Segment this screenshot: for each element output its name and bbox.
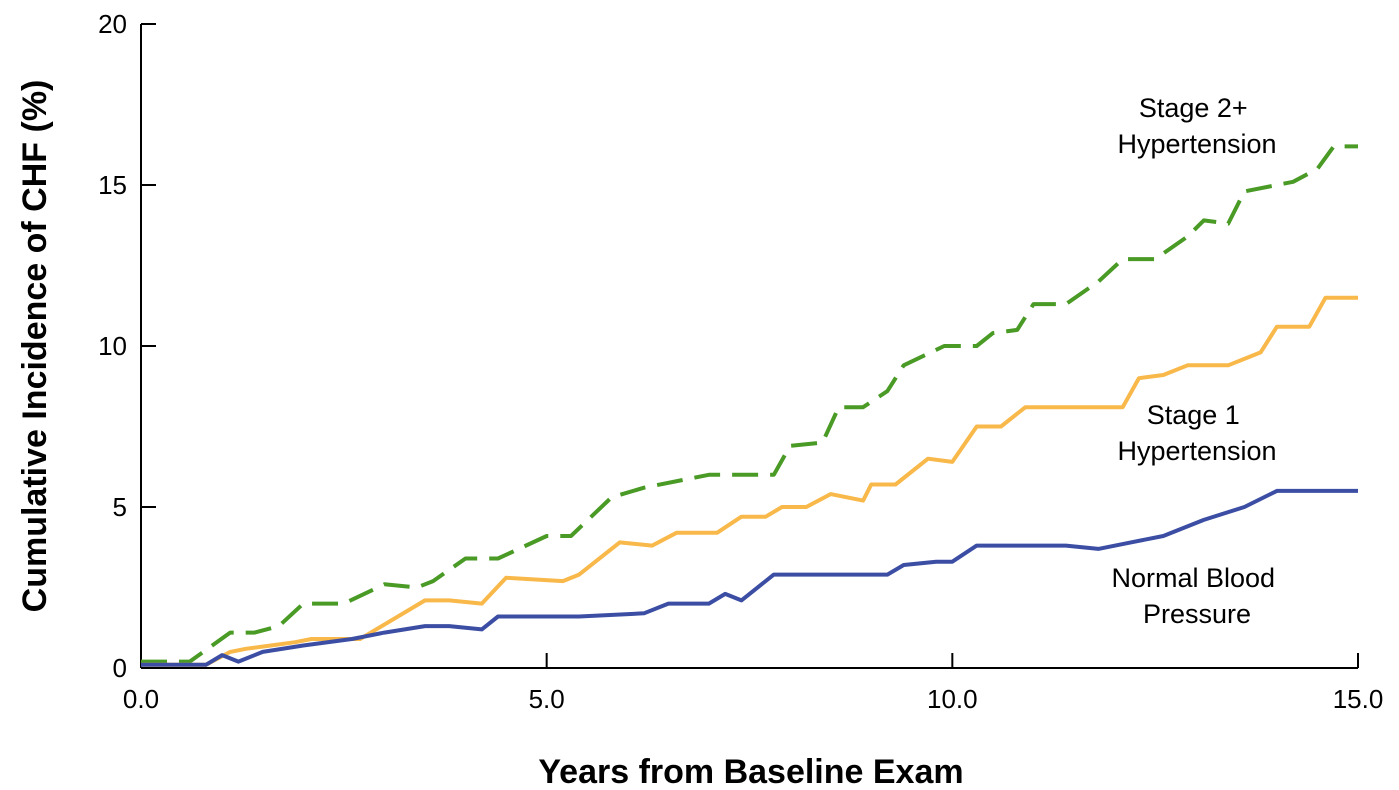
series-label-normal-line2: Pressure	[1143, 599, 1251, 629]
x-tick-label: 0.0	[123, 684, 159, 714]
series-line-stage2	[141, 144, 1358, 664]
x-tick-label: 10.0	[927, 684, 978, 714]
x-tick-label: 15.0	[1333, 684, 1384, 714]
y-tick-label: 5	[113, 492, 127, 522]
x-tick-label: 5.0	[529, 684, 565, 714]
series-label-stage1-line1: Stage 1	[1147, 400, 1240, 430]
y-axis-title: Cumulative Incidence of CHF (%)	[16, 80, 54, 613]
y-tick-label: 0	[113, 653, 127, 683]
series-label-stage2-line2: Hypertension	[1117, 129, 1276, 159]
y-tick-label: 20	[98, 9, 127, 39]
series-label-normal-line1: Normal Blood	[1111, 563, 1275, 593]
y-tick-label: 10	[98, 331, 127, 361]
series-line-normal	[141, 488, 1358, 667]
series-label-stage1: Stage 1 Hypertension	[1117, 400, 1276, 466]
series-label-stage2: Stage 2+ Hypertension	[1117, 93, 1276, 159]
series-label-stage2-line1: Stage 2+	[1139, 93, 1248, 123]
y-tick-label: 15	[98, 170, 127, 200]
series-lines	[141, 144, 1358, 667]
series-label-normal: Normal Blood Pressure	[1111, 563, 1282, 629]
series-label-stage1-line2: Hypertension	[1117, 436, 1276, 466]
tick-labels: 0 5 10 15 20 0.0 5.0 10.0 15.0	[98, 9, 1383, 714]
tick-marks	[140, 23, 1359, 669]
x-axis-title: Years from Baseline Exam	[538, 753, 963, 790]
series-line-stage1	[141, 295, 1358, 667]
